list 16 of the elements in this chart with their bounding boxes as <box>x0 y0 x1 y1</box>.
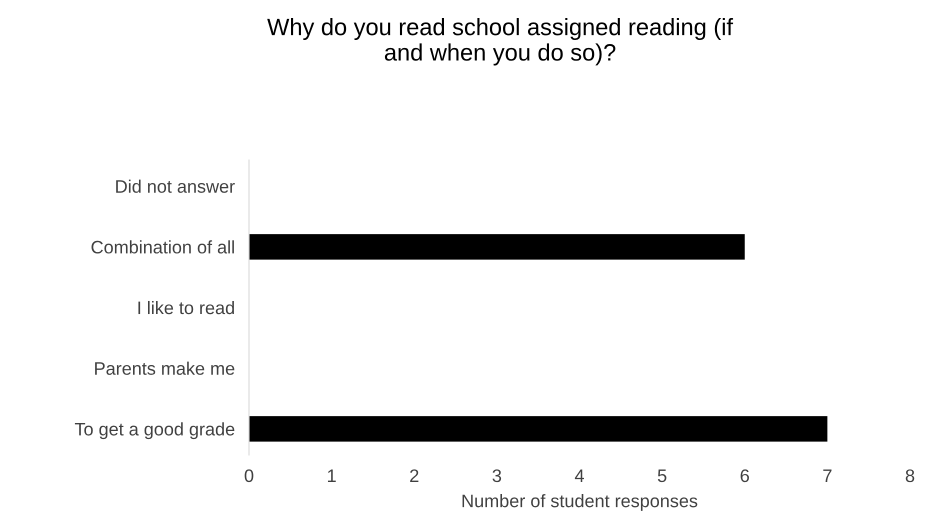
x-tick-label: 0 <box>244 469 254 482</box>
x-tick-label: 3 <box>492 469 502 482</box>
y-tick-label: Combination of all <box>92 240 234 254</box>
x-tick-label: 8 <box>906 469 914 482</box>
x-tick-label: 4 <box>574 470 584 482</box>
x-tick-label: 7 <box>823 470 832 482</box>
x-tick-label: 1 <box>328 470 336 482</box>
x-axis-title: Number of student responses <box>462 494 698 511</box>
x-tick-label: 6 <box>740 469 749 482</box>
chart-title: Why do you read school assigned reading (if and when you do so)? <box>267 18 734 66</box>
x-tick-label: 5 <box>658 470 666 482</box>
y-tick-label: Parents make me <box>95 362 234 375</box>
y-tick-label: I like to read <box>138 300 234 314</box>
x-tick-label: 2 <box>410 469 418 482</box>
y-tick-label: To get a good grade <box>74 422 234 440</box>
y-tick-label: Did not answer <box>116 180 235 193</box>
